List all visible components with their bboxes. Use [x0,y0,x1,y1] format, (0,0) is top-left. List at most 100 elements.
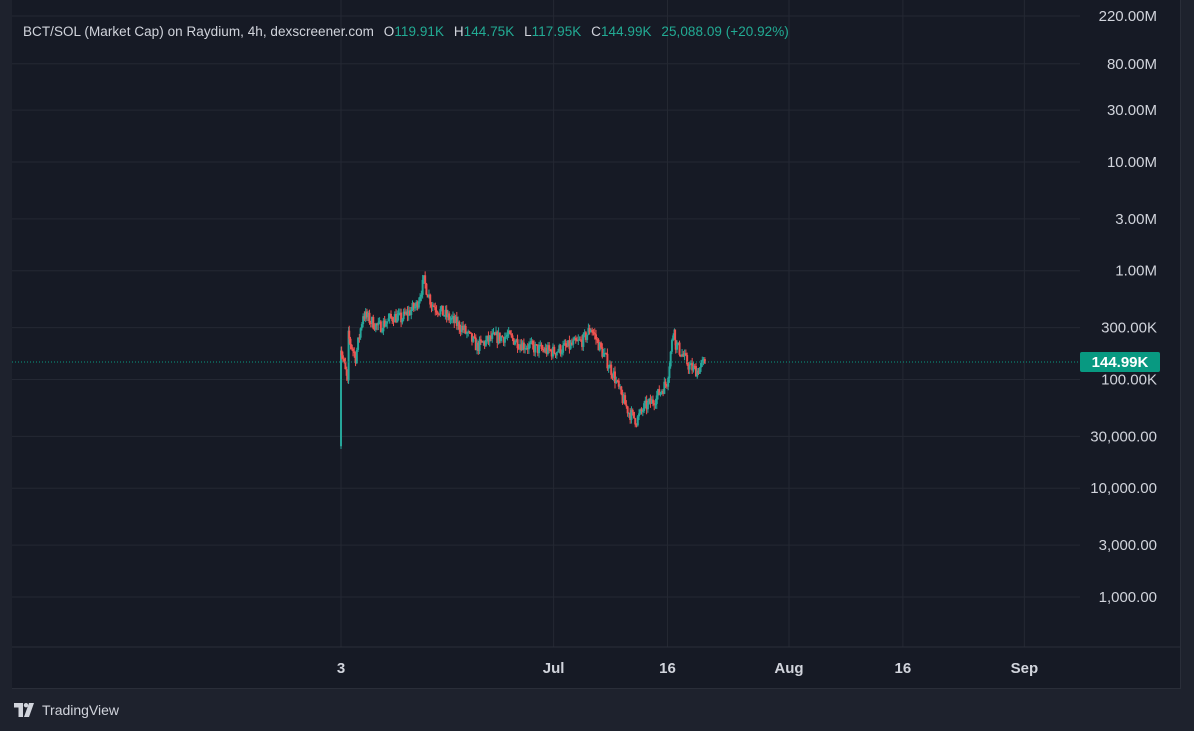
open-label: O [383,24,395,39]
x-tick-label: Sep [1011,660,1039,677]
candle-body [458,321,461,330]
candle-body [454,316,457,323]
chart-pane[interactable]: 220.00M 80.00M 30.00M 10.00M 3.00M 1.00M 300.0… [12,0,1181,689]
candle-body [465,332,468,334]
candle-body [555,352,558,356]
candle-body [348,330,351,339]
candle-body [397,313,400,316]
candle-body [520,344,523,351]
candle-body [696,370,699,377]
candle-body [500,336,503,342]
candle-body [703,359,706,364]
candle-body [368,312,371,323]
candle-body [591,329,594,333]
open-value: 119.91K [394,24,445,39]
candle-body [558,345,561,352]
candle-body [616,380,619,382]
candle-body [411,302,414,310]
candle-body [493,332,496,335]
candle-body [667,378,670,387]
candle-body [674,329,677,341]
candle-body [365,311,368,318]
candle-body [511,335,514,339]
candle-body [433,305,436,307]
candle-body [450,318,453,320]
candle-body [655,395,658,404]
candle-body [550,350,553,357]
candle-body [463,325,466,330]
candle-body [534,344,537,353]
last-price-label: 144.99K [1092,354,1149,371]
candle-body [700,362,703,368]
candle-body [473,336,476,338]
candle-body [464,325,467,334]
candle-body [530,341,533,343]
candle-body [362,316,365,325]
candle-body [521,342,524,351]
candle-body [617,380,620,387]
candle-body [531,341,534,345]
candle-body [460,325,463,332]
candle-body [512,338,515,345]
candle-body [560,352,563,355]
symbol-title[interactable]: BCT/SOL (Market Cap) on Raydium, 4h, dex… [23,24,374,39]
candle-body [649,398,652,404]
candle-body [660,391,663,393]
candle-body [535,344,538,346]
candle-body [376,323,379,326]
candle-body [568,340,571,349]
candle-body [562,345,565,353]
tradingview-branding[interactable]: TradingView [14,700,119,720]
candle-body [597,339,600,351]
candle-body [483,341,486,346]
candle-body [424,275,427,284]
candle-body [510,333,513,336]
candle-body [439,309,442,315]
candle-body [462,325,465,330]
candle-body [658,389,661,395]
x-tick-label: 16 [659,660,676,677]
candle-body [682,354,685,357]
candle-body [620,386,623,395]
candle-body [613,371,616,384]
brand-label: TradingView [42,702,120,718]
candle-body [445,309,448,318]
candle-body [416,302,419,308]
y-tick-label: 3.00M [1115,211,1157,228]
candle-body [391,317,394,321]
candle-body [593,333,596,335]
candlestick-chart[interactable]: 220.00M 80.00M 30.00M 10.00M 3.00M 1.00M 300.0… [12,0,1181,689]
candle-body [662,391,665,394]
candle-body [363,316,366,319]
high-label: H [453,24,464,39]
candle-body [364,311,367,319]
candle-body [635,424,638,426]
candle-body [468,331,471,333]
candle-body [369,322,372,324]
candle-body [459,329,462,332]
y-tick-label: 30,000.00 [1090,428,1157,445]
candle-body [630,409,633,420]
candle-body [664,381,667,385]
candle-body [553,346,556,354]
candle-body [472,336,475,342]
candle-body [643,403,646,412]
candle-body [478,339,481,351]
candle-body [436,312,439,314]
candle-body [536,344,539,354]
candle-body [448,313,451,321]
candle-body [455,316,458,326]
candle-body [430,304,433,307]
candle-body [476,342,479,351]
candle-body [549,349,552,351]
candle-body [431,305,434,307]
candle-body [681,354,684,357]
candle-body [498,332,501,342]
candle-body [501,336,504,338]
candle-body [377,322,380,326]
candle-body [607,367,610,369]
candle-body [612,371,615,378]
candle-body [634,418,637,425]
candle-body [508,330,511,334]
candle-body [425,283,428,295]
